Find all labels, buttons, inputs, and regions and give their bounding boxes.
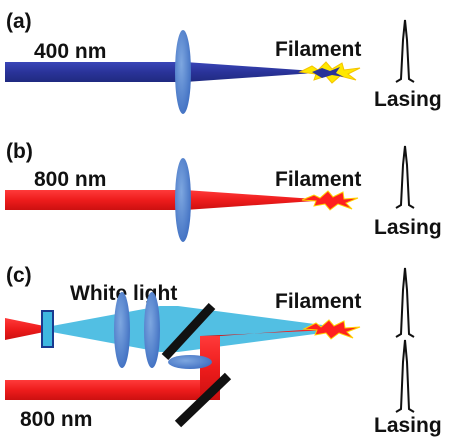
- lasing-label: Lasing: [374, 88, 442, 111]
- filament-label: Filament: [275, 290, 361, 313]
- beam: [5, 380, 220, 400]
- lasing-spectrum: [396, 340, 414, 412]
- panel-b: (b) 800 nm Filament Lasing: [5, 140, 442, 242]
- beam: [5, 62, 185, 82]
- beam: [5, 190, 185, 210]
- crystal: [42, 311, 53, 347]
- beam-label: 800 nm: [34, 168, 106, 191]
- filament: [304, 320, 360, 339]
- lasing-label: Lasing: [374, 414, 442, 437]
- filament-label: Filament: [275, 38, 361, 61]
- lens: [144, 292, 160, 368]
- panel-label: (c): [6, 264, 32, 287]
- lens: [114, 292, 130, 368]
- panel-label: (a): [6, 10, 32, 33]
- pump-beam: [5, 318, 44, 340]
- panel-a: (a) 400 nm Filament Lasing: [5, 10, 442, 114]
- beam-label: 400 nm: [34, 40, 106, 63]
- panel-label: (b): [6, 140, 33, 163]
- panel-c: (c) White light Filament Lasing 800 nm: [5, 264, 442, 437]
- lens: [175, 158, 191, 242]
- beam-label: 800 nm: [20, 408, 92, 431]
- lens: [175, 30, 191, 114]
- lasing-spectrum: [396, 268, 414, 337]
- lens: [168, 355, 212, 369]
- filament: [302, 191, 358, 210]
- lasing-label: Lasing: [374, 216, 442, 239]
- diagram: (a) 400 nm Filament Lasing (b) 800 nm Fi…: [0, 0, 454, 439]
- lasing-spectrum: [396, 146, 414, 208]
- lasing-spectrum: [396, 20, 414, 82]
- filament-label: Filament: [275, 168, 361, 191]
